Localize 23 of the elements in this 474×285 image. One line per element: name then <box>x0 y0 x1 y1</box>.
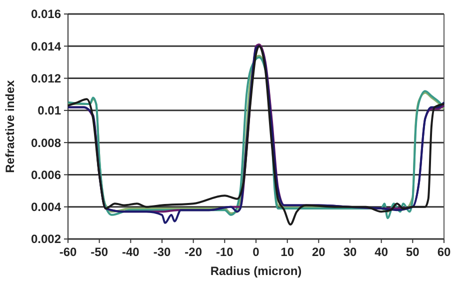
y-tick-label: 0.014 <box>30 39 62 54</box>
x-tick-label: -40 <box>122 245 140 259</box>
x-tick-label: -30 <box>153 245 171 259</box>
x-tick-label: 60 <box>437 245 451 259</box>
y-tick-label: 0.002 <box>30 232 62 246</box>
x-axis-title: Radius (micron) <box>210 264 302 278</box>
x-tick-label: 30 <box>343 245 357 259</box>
x-tick-label: -50 <box>90 245 108 259</box>
x-tick-label: -60 <box>59 245 77 259</box>
x-tick-label: -20 <box>184 245 202 259</box>
x-tick-label: 50 <box>406 245 420 259</box>
y-tick-label: 0.004 <box>30 200 62 214</box>
y-tick-label: 0.016 <box>30 7 62 22</box>
x-tick-label: 40 <box>374 245 388 259</box>
y-axis-title: Refractive index <box>3 80 17 173</box>
x-tick-label: 10 <box>280 245 294 259</box>
y-tick-label: 0.006 <box>30 168 62 182</box>
y-tick-label: 0.01 <box>38 104 62 118</box>
y-tick-label: 0.012 <box>30 71 62 86</box>
y-tick-label: 0.008 <box>30 136 62 150</box>
x-tick-label: 20 <box>312 245 326 259</box>
x-tick-label: -10 <box>216 245 234 259</box>
x-tick-label: 0 <box>252 245 260 259</box>
